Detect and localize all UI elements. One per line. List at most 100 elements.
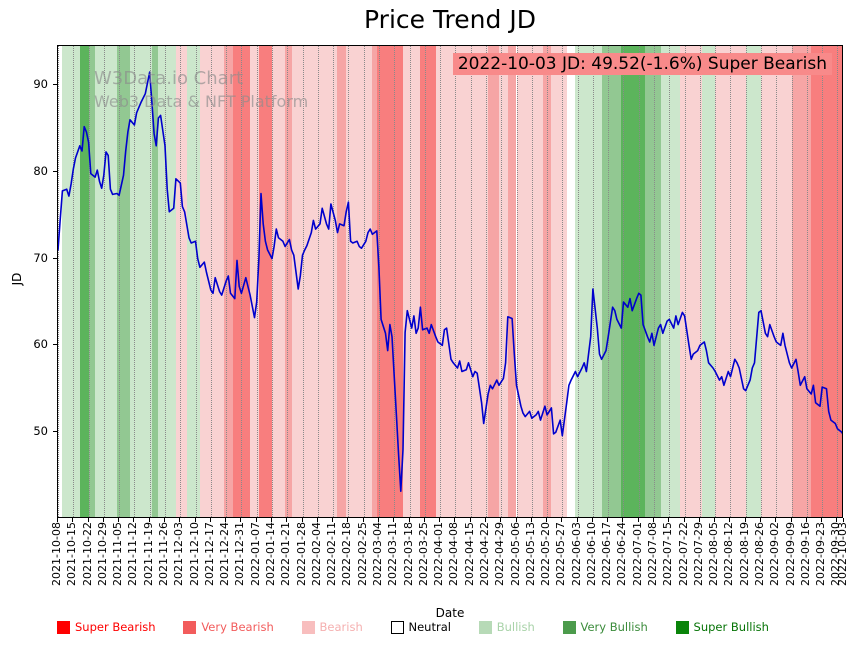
sentiment-band-bullish <box>158 46 176 517</box>
gridline <box>776 46 778 517</box>
chart-title: Price Trend JD <box>364 5 536 34</box>
legend-item: Bullish <box>478 620 535 634</box>
gridline <box>516 46 518 517</box>
gridline <box>164 46 166 517</box>
gridline <box>715 46 717 517</box>
gridline <box>485 46 487 517</box>
legend-swatch <box>301 620 315 634</box>
x-tick-label: 2022-01-28 <box>294 522 308 586</box>
gridline <box>88 46 90 517</box>
x-tick-mark <box>836 518 838 522</box>
x-tick-mark <box>515 518 517 522</box>
x-tick-mark <box>72 518 74 522</box>
x-tick-label: 2022-05-13 <box>523 522 537 586</box>
sentiment-band-bearish <box>271 46 286 517</box>
y-tick-label: 70 <box>33 250 48 265</box>
x-tick-mark <box>576 518 578 522</box>
x-tick-label: 2022-03-18 <box>401 522 415 586</box>
x-tick-mark <box>500 518 502 522</box>
x-tick-mark <box>270 518 272 522</box>
gridline <box>271 46 273 517</box>
x-tick-mark <box>668 518 670 522</box>
watermark-line2: Web3 Data & NFT Platform <box>94 92 309 111</box>
legend-label: Very Bullish <box>580 620 648 634</box>
gridline <box>654 46 656 517</box>
x-tick-label: 2021-12-24 <box>218 522 232 586</box>
gridline <box>333 46 335 517</box>
x-tick-mark <box>240 518 242 522</box>
watermark-line1: W3Data.io Chart <box>94 68 244 89</box>
gridline <box>730 46 732 517</box>
sentiment-band-very_bullish <box>151 46 159 517</box>
sentiment-band-neutral <box>566 46 576 517</box>
sentiment-band-super_bearish <box>420 46 436 517</box>
x-tick-label: 2022-05-20 <box>539 522 553 586</box>
x-tick-label: 2022-09-02 <box>768 522 782 586</box>
x-tick-mark <box>316 518 318 522</box>
legend-item: Bearish <box>301 620 363 634</box>
x-tick-label: 2022-08-26 <box>753 522 767 586</box>
gridline <box>822 46 824 517</box>
gridline <box>592 46 594 517</box>
x-tick-mark <box>118 518 120 522</box>
sentiment-band-bullish <box>130 46 152 517</box>
gridline <box>608 46 610 517</box>
x-tick-label: 2022-06-03 <box>569 522 583 586</box>
gridline <box>745 46 747 517</box>
x-tick-label: 2022-01-21 <box>279 522 293 586</box>
x-tick-label: 2021-10-08 <box>50 522 63 586</box>
x-tick-label: 2022-07-22 <box>676 522 690 586</box>
x-tick-label: 2021-11-19 <box>141 522 155 586</box>
x-tick-mark <box>775 518 777 522</box>
x-tick-mark <box>362 518 364 522</box>
x-tick-mark <box>163 518 165 522</box>
y-tick-mark <box>53 431 57 433</box>
x-tick-label: 2021-11-05 <box>111 522 125 586</box>
x-tick-mark <box>622 518 624 522</box>
x-tick-label: 2021-12-17 <box>202 522 216 586</box>
x-tick-mark <box>209 518 211 522</box>
x-tick-label: 2022-02-18 <box>340 522 354 586</box>
gridline <box>440 46 442 517</box>
x-tick-mark <box>408 518 410 522</box>
sentiment-band-bearish <box>516 46 543 517</box>
x-tick-label: 2022-04-22 <box>477 522 491 586</box>
gridline <box>302 46 304 517</box>
x-tick-label: 2022-09-09 <box>783 522 797 586</box>
x-tick-label: 2022-06-17 <box>600 522 614 586</box>
x-tick-label: 2022-09-23 <box>814 522 828 586</box>
sentiment-band-bullish <box>702 46 716 517</box>
x-tick-label: 2022-05-06 <box>508 522 522 586</box>
sentiment-band-bullish <box>745 46 762 517</box>
x-tick-label: 2021-11-26 <box>156 522 170 586</box>
x-tick-label: 2022-02-11 <box>325 522 339 586</box>
legend-item: Super Bearish <box>57 620 156 634</box>
price-line <box>58 71 842 493</box>
x-tick-label: 2022-03-04 <box>370 522 384 586</box>
price-line-svg <box>58 71 842 493</box>
gridline <box>134 46 136 517</box>
y-tick-mark <box>53 257 57 259</box>
x-tick-label: 2022-10-03 <box>836 522 849 586</box>
x-tick-mark <box>301 518 303 522</box>
x-tick-label: 2022-07-15 <box>661 522 675 586</box>
legend-item: Very Bullish <box>562 620 648 634</box>
legend-label: Bullish <box>496 620 535 634</box>
x-tick-mark <box>760 518 762 522</box>
plot-area: W3Data.io Chart Web3 Data & NFT Platform… <box>57 45 843 518</box>
x-tick-mark <box>57 518 58 522</box>
gridline <box>455 46 457 517</box>
y-tick-mark <box>53 84 57 86</box>
gridline <box>791 46 793 517</box>
x-tick-mark <box>821 518 823 522</box>
sentiment-band-very_bullish <box>645 46 661 517</box>
gridline <box>317 46 319 517</box>
x-tick-label: 2022-08-19 <box>737 522 751 586</box>
gridline <box>348 46 350 517</box>
x-tick-mark <box>805 518 807 522</box>
gridline <box>103 46 105 517</box>
sentiment-band-super_bullish <box>621 46 646 517</box>
gridline <box>638 46 640 517</box>
gridline <box>837 46 839 517</box>
x-tick-mark <box>347 518 349 522</box>
